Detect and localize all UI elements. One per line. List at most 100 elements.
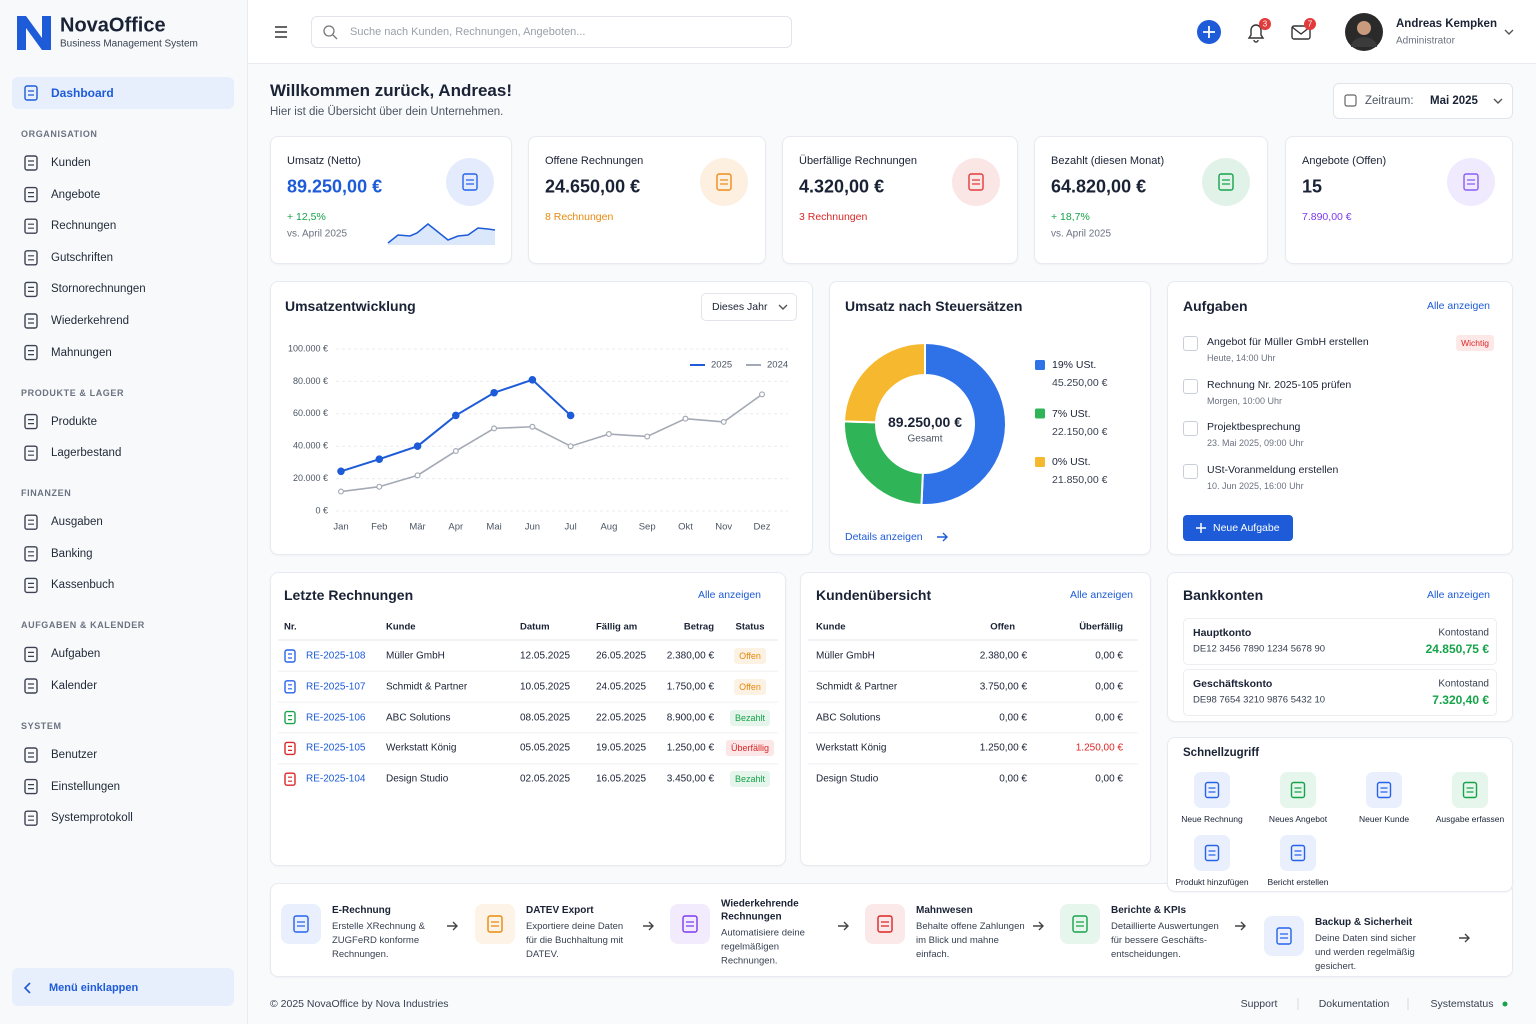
- quick-label[interactable]: Neue Rechnung: [1181, 814, 1243, 824]
- table-header: Status: [735, 621, 765, 633]
- cell: Schmidt & Partner: [386, 681, 468, 693]
- donut-chart-card: [829, 281, 1151, 555]
- card-link[interactable]: Alle anzeigen: [697, 589, 761, 601]
- period-label: Zeitraum:: [1365, 95, 1414, 107]
- task-title: Projektbesprechung: [1207, 421, 1301, 433]
- task-checkbox[interactable]: [1183, 421, 1198, 436]
- quick-icon[interactable]: [1366, 772, 1402, 808]
- table-header: Fällig am: [596, 621, 638, 633]
- task-title: Rechnung Nr. 2025-105 prüfen: [1207, 378, 1352, 391]
- card-title: Schnellzugriff: [1183, 747, 1260, 759]
- cell: 1.750,00 €: [666, 681, 714, 693]
- nav-label[interactable]: Benutzer: [51, 749, 98, 761]
- nav-label[interactable]: Gutschriften: [51, 251, 113, 264]
- welcome-subtitle: Hier ist die Übersicht über dein Unterne…: [270, 106, 504, 118]
- cell: 26.05.2025: [596, 650, 647, 662]
- quick-icon[interactable]: [1194, 835, 1230, 871]
- footer-link[interactable]: Support: [1240, 998, 1278, 1010]
- footer-copyright: © 2025 NovaOffice by Nova Industries: [270, 998, 449, 1010]
- invoice-number[interactable]: RE-2025-106: [306, 712, 366, 724]
- card-link[interactable]: Alle anzeigen: [1426, 300, 1490, 312]
- quick-icon[interactable]: [1280, 835, 1316, 871]
- quick-icon[interactable]: [1452, 772, 1488, 808]
- card-title: Aufgaben: [1183, 298, 1248, 314]
- period-select[interactable]: [1333, 83, 1513, 119]
- cell: 02.05.2025: [520, 773, 571, 785]
- collapse-button[interactable]: [12, 968, 234, 1006]
- search-box[interactable]: [311, 16, 792, 48]
- nav-label[interactable]: Kalender: [51, 680, 98, 692]
- quick-icon[interactable]: [1194, 772, 1230, 808]
- nav-label[interactable]: Lagerbestand: [51, 447, 122, 460]
- nav-label[interactable]: Rechnungen: [51, 220, 117, 233]
- task-time: Heute, 14:00 Uhr: [1207, 353, 1276, 363]
- nav-section-title: FINANZEN: [21, 488, 72, 499]
- invoice-number[interactable]: RE-2025-108: [306, 650, 366, 662]
- cell: 0,00 €: [1095, 712, 1123, 724]
- quick-label[interactable]: Bericht erstellen: [1267, 877, 1329, 887]
- cell: 0,00 €: [999, 712, 1027, 724]
- quick-label[interactable]: Neuer Kunde: [1358, 814, 1410, 824]
- invoice-number[interactable]: RE-2025-105: [306, 742, 366, 754]
- nav-label[interactable]: Stornorechnungen: [51, 283, 146, 296]
- nav-label[interactable]: Produkte: [51, 415, 98, 428]
- account-name: Hauptkonto: [1193, 627, 1252, 639]
- details-link[interactable]: Details anzeigen: [845, 531, 923, 543]
- nav-label[interactable]: Ausgaben: [51, 516, 103, 529]
- status-badge: Bezahlt: [729, 771, 771, 788]
- task-checkbox[interactable]: [1183, 336, 1198, 351]
- nav-label[interactable]: Dashboard: [51, 86, 114, 100]
- task-checkbox[interactable]: [1183, 378, 1198, 394]
- footer-link[interactable]: Systemstatus: [1430, 998, 1494, 1010]
- cell: 0,00 €: [1095, 773, 1123, 785]
- invoice-number[interactable]: RE-2025-107: [306, 681, 366, 693]
- footer-link[interactable]: Dokumentation: [1318, 998, 1390, 1010]
- invoice-number[interactable]: RE-2025-104: [306, 773, 366, 785]
- kpi-detail: + 18,7%: [1051, 211, 1090, 223]
- quick-label[interactable]: Produkt hinzufügen: [1175, 877, 1249, 887]
- nav-section-title: PRODUKTE & LAGER: [21, 387, 125, 398]
- cell: Müller GmbH: [386, 650, 445, 662]
- donut-total: 89.250,00 €: [888, 414, 962, 430]
- cell: ABC Solutions: [816, 712, 881, 724]
- quick-icon[interactable]: [1280, 772, 1316, 808]
- feature-icon: [475, 904, 515, 944]
- cell: 0,00 €: [1095, 681, 1123, 693]
- bank-account: [1183, 669, 1497, 716]
- nav-label[interactable]: Einstellungen: [51, 780, 121, 793]
- nav-label[interactable]: Kunden: [51, 157, 91, 169]
- cell: Müller GmbH: [816, 650, 875, 662]
- feature-icon: [281, 904, 321, 944]
- feature-text: DATEV Export Exportiere deine Daten für d…: [526, 904, 636, 962]
- user-role: Administrator: [1396, 35, 1455, 47]
- kpi-label: Offene Rechnungen: [545, 155, 644, 167]
- button-label[interactable]: Neue Aufgabe: [1213, 522, 1280, 534]
- nav-label[interactable]: Systemprotokoll: [51, 812, 133, 825]
- nav-label[interactable]: Angebote: [51, 188, 101, 201]
- feature-icon: [670, 904, 710, 944]
- quick-label[interactable]: Ausgabe erfassen: [1435, 814, 1505, 824]
- cell: 8.900,00 €: [666, 712, 714, 724]
- cell: ABC Solutions: [386, 712, 451, 724]
- table-header: Betrag: [683, 621, 714, 633]
- customers-card: [800, 572, 1151, 866]
- cell: 0,00 €: [999, 773, 1027, 785]
- nav-label[interactable]: Banking: [51, 547, 93, 560]
- chart-filter-label[interactable]: Dieses Jahr: [712, 301, 768, 313]
- task-checkbox[interactable]: [1183, 463, 1198, 479]
- nav-label[interactable]: Wiederkehrend: [51, 315, 129, 327]
- collapse-label[interactable]: Menü einklappen: [49, 982, 139, 994]
- nav-label[interactable]: Kassenbuch: [51, 579, 115, 592]
- quick-label[interactable]: Neues Angebot: [1268, 814, 1328, 824]
- nav-item-active[interactable]: [12, 77, 234, 109]
- feature-icon: [1264, 916, 1304, 956]
- card-link[interactable]: Alle anzeigen: [1069, 589, 1133, 601]
- nav-label[interactable]: Mahnungen: [51, 346, 112, 359]
- banks-card: [1167, 572, 1513, 722]
- table-header: Kunde: [816, 621, 846, 633]
- kpi-card: [1034, 136, 1268, 264]
- nav-label[interactable]: Aufgaben: [51, 648, 101, 661]
- task-title: Angebot für Müller GmbH erstellen: [1207, 336, 1369, 348]
- chart-filter[interactable]: [701, 293, 797, 321]
- card-link[interactable]: Alle anzeigen: [1426, 589, 1490, 601]
